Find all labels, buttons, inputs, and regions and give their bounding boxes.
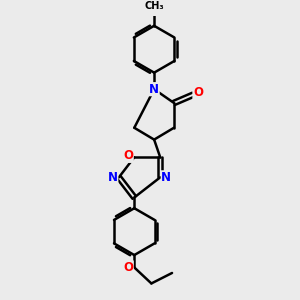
Text: N: N (149, 83, 159, 96)
Text: O: O (123, 261, 133, 274)
Text: CH₃: CH₃ (144, 1, 164, 11)
Text: O: O (193, 86, 203, 99)
Text: O: O (123, 149, 133, 162)
Text: N: N (161, 171, 171, 184)
Text: N: N (108, 171, 118, 184)
